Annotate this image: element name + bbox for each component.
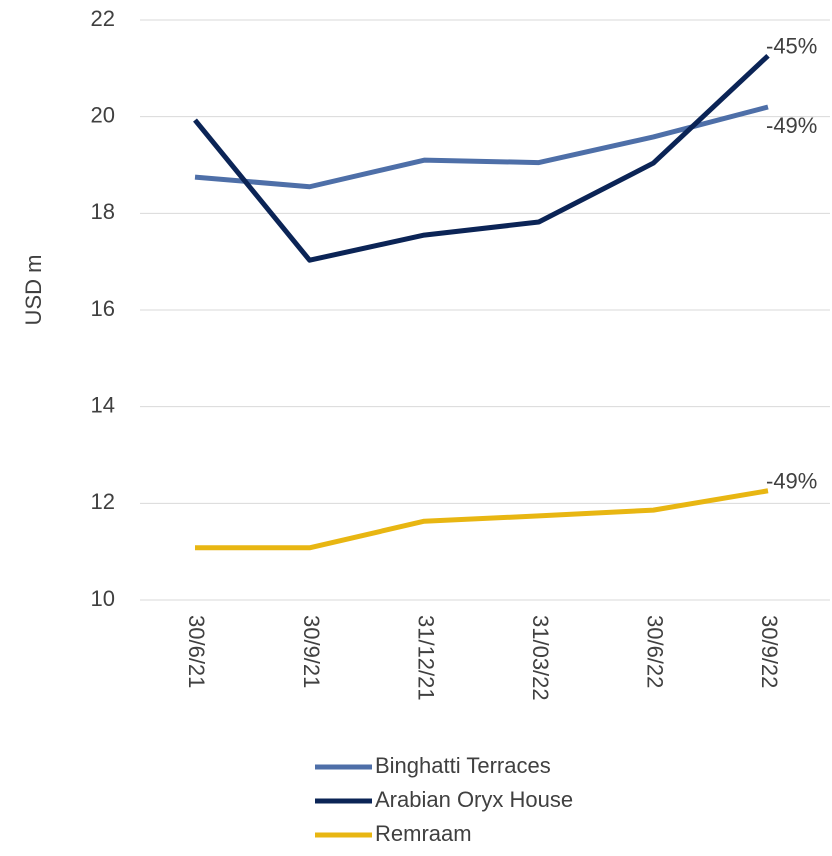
legend-label: Arabian Oryx House	[375, 787, 573, 812]
line	[195, 488, 769, 551]
x-tick-label: 30/6/22	[643, 615, 668, 688]
end-label: -45%	[766, 34, 817, 59]
x-tick-label: 30/9/21	[299, 615, 324, 688]
x-tick-label: 31/12/21	[413, 615, 438, 701]
y-tick-label: 12	[91, 489, 115, 514]
legend-label: Binghatti Terraces	[375, 753, 551, 778]
y-tick-label: 16	[91, 296, 115, 321]
y-tick-label: 10	[91, 586, 115, 611]
y-tick-label: 22	[91, 6, 115, 31]
y-tick-label: 20	[91, 102, 115, 127]
legend-label: Remraam	[375, 821, 472, 846]
line	[193, 53, 770, 263]
line	[194, 104, 769, 190]
x-tick-label: 30/9/22	[757, 615, 782, 688]
y-tick-label: 18	[91, 199, 115, 224]
y-axis-label: USD m	[21, 255, 46, 326]
end-label: -49%	[766, 469, 817, 494]
y-tick-label: 14	[91, 392, 115, 417]
x-tick-label: 31/03/22	[528, 615, 553, 701]
end-label: -49%	[766, 113, 817, 138]
x-tick-label: 30/6/21	[184, 615, 209, 688]
